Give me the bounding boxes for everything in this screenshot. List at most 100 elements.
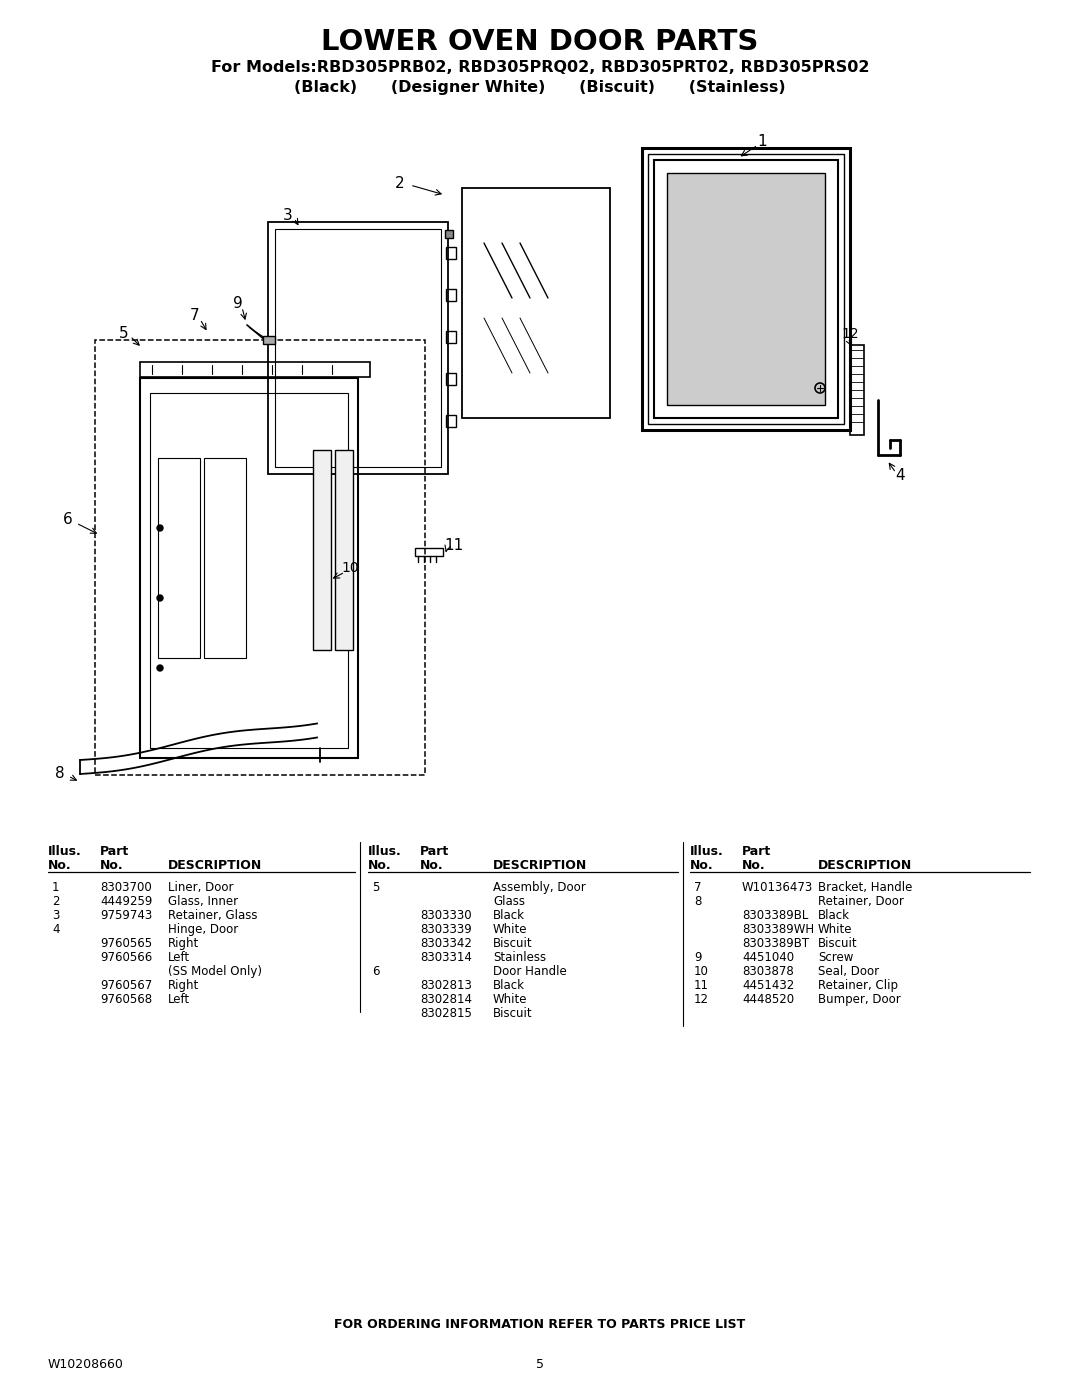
Text: 8: 8 [694, 895, 701, 908]
Bar [204, 458, 246, 658]
Text: 8: 8 [55, 766, 65, 781]
Text: 11: 11 [694, 979, 708, 992]
Bar [150, 393, 348, 747]
Text: (SS Model Only): (SS Model Only) [168, 965, 262, 978]
Text: Right: Right [168, 937, 199, 950]
Text: 10: 10 [694, 965, 708, 978]
Text: Illus.: Illus. [48, 845, 82, 858]
Circle shape [157, 595, 163, 601]
Text: Black: Black [492, 979, 525, 992]
Text: No.: No. [742, 859, 766, 872]
Text: 4448520: 4448520 [742, 993, 794, 1006]
Text: Seal, Door: Seal, Door [818, 965, 879, 978]
Text: Black: Black [818, 909, 850, 922]
Text: W10208660: W10208660 [48, 1358, 124, 1370]
Text: Hinge, Door: Hinge, Door [168, 923, 239, 936]
Bar [275, 229, 441, 467]
Text: Black: Black [492, 909, 525, 922]
Text: 8302814: 8302814 [420, 993, 472, 1006]
Text: 11: 11 [444, 538, 463, 552]
Text: Bracket, Handle: Bracket, Handle [818, 882, 913, 894]
Text: Retainer, Clip: Retainer, Clip [818, 979, 897, 992]
Bar [850, 345, 864, 434]
Text: 4449259: 4449259 [100, 895, 152, 908]
Text: Retainer, Glass: Retainer, Glass [168, 909, 257, 922]
Bar [158, 458, 200, 658]
Text: White: White [492, 993, 527, 1006]
Text: 8303389WH: 8303389WH [742, 923, 814, 936]
Text: White: White [818, 923, 852, 936]
Text: Biscuit: Biscuit [818, 937, 858, 950]
Text: 8303339: 8303339 [420, 923, 472, 936]
Bar [446, 415, 456, 427]
Circle shape [157, 665, 163, 671]
Bar [446, 331, 456, 344]
Bar [446, 289, 456, 300]
Bar [462, 189, 610, 418]
Text: 2: 2 [395, 176, 405, 190]
Text: 9760567: 9760567 [100, 979, 152, 992]
Text: 6: 6 [63, 513, 72, 528]
Text: Stainless: Stainless [492, 951, 546, 964]
Text: 5: 5 [536, 1358, 544, 1370]
Bar [667, 173, 825, 405]
Text: Part: Part [420, 845, 449, 858]
Text: Screw: Screw [818, 951, 853, 964]
Text: LOWER OVEN DOOR PARTS: LOWER OVEN DOOR PARTS [322, 28, 758, 56]
Bar [648, 154, 843, 425]
Text: Left: Left [168, 993, 190, 1006]
Text: No.: No. [48, 859, 71, 872]
Text: No.: No. [690, 859, 714, 872]
Text: Assembly, Door: Assembly, Door [492, 882, 585, 894]
Text: 1: 1 [757, 134, 767, 149]
Text: 2: 2 [52, 895, 59, 908]
Text: Bumper, Door: Bumper, Door [818, 993, 901, 1006]
Text: 12: 12 [841, 327, 859, 341]
Bar [446, 373, 456, 386]
Text: 7: 7 [694, 882, 702, 894]
Text: DESCRIPTION: DESCRIPTION [168, 859, 262, 872]
Text: 8303389BL: 8303389BL [742, 909, 808, 922]
Text: Left: Left [168, 951, 190, 964]
Text: No.: No. [420, 859, 444, 872]
Bar [95, 339, 426, 775]
Bar [642, 148, 850, 430]
Text: Biscuit: Biscuit [492, 1007, 532, 1020]
Text: Part: Part [742, 845, 771, 858]
Bar [268, 222, 448, 474]
Text: (Black)      (Designer White)      (Biscuit)      (Stainless): (Black) (Designer White) (Biscuit) (Stai… [294, 80, 786, 95]
Text: 9760568: 9760568 [100, 993, 152, 1006]
Text: White: White [492, 923, 527, 936]
Text: 5: 5 [119, 326, 129, 341]
Text: Illus.: Illus. [690, 845, 724, 858]
Bar [264, 337, 275, 344]
Text: Part: Part [100, 845, 130, 858]
Text: 12: 12 [694, 993, 708, 1006]
Bar [445, 231, 453, 237]
Text: DESCRIPTION: DESCRIPTION [818, 859, 913, 872]
Bar [446, 247, 456, 258]
Bar [313, 450, 330, 650]
Text: 4: 4 [895, 468, 905, 483]
Text: No.: No. [100, 859, 123, 872]
Text: 8303342: 8303342 [420, 937, 472, 950]
Text: FOR ORDERING INFORMATION REFER TO PARTS PRICE LIST: FOR ORDERING INFORMATION REFER TO PARTS … [335, 1317, 745, 1331]
Text: 8303700: 8303700 [100, 882, 152, 894]
Text: 8303314: 8303314 [420, 951, 472, 964]
Text: Biscuit: Biscuit [492, 937, 532, 950]
Text: Illus.: Illus. [368, 845, 402, 858]
Text: 7: 7 [190, 309, 200, 324]
Text: 9: 9 [694, 951, 702, 964]
Text: 5: 5 [372, 882, 379, 894]
Text: 4451432: 4451432 [742, 979, 794, 992]
Text: Right: Right [168, 979, 199, 992]
Bar [654, 161, 838, 418]
Text: W10136473: W10136473 [742, 882, 813, 894]
Text: 8302815: 8302815 [420, 1007, 472, 1020]
Text: 3: 3 [283, 208, 293, 222]
Text: 9: 9 [233, 296, 243, 310]
Text: 9759743: 9759743 [100, 909, 152, 922]
Text: 10: 10 [341, 562, 359, 576]
Text: 8302813: 8302813 [420, 979, 472, 992]
Bar [140, 362, 370, 377]
